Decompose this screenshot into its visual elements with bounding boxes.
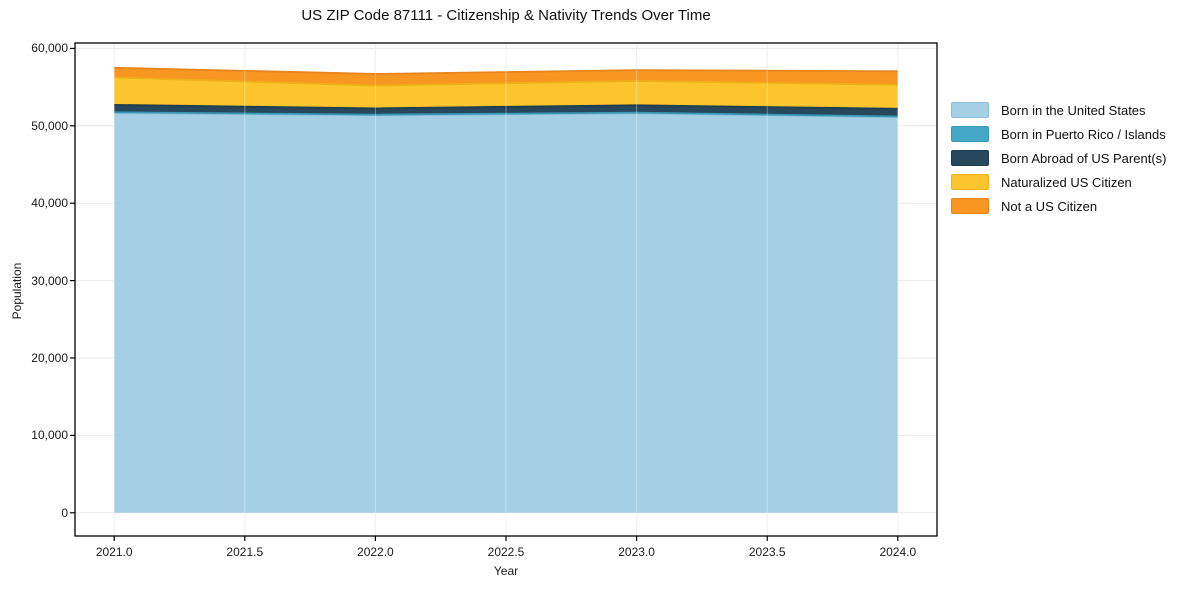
- legend-item-label: Born Abroad of US Parent(s): [1001, 150, 1167, 166]
- y-tick-label: 20,000: [31, 350, 68, 365]
- legend: Born in the United States Born in Puerto …: [951, 102, 1167, 223]
- area-edge-line: [114, 76, 898, 87]
- x-axis-title: Year: [493, 564, 519, 578]
- x-tick-label: 2024.0: [879, 545, 917, 559]
- x-tick-label: 2023.5: [748, 545, 786, 559]
- y-tick-label: 10,000: [31, 428, 68, 443]
- x-tick-label: 2021.5: [226, 545, 264, 559]
- x-tick-label: 2023.0: [618, 545, 655, 559]
- legend-item: Naturalized US Citizen: [951, 174, 1166, 190]
- y-axis-title: Population: [10, 262, 24, 320]
- legend-item-label: Not a US Citizen: [1001, 198, 1098, 214]
- legend-item: Born in Puerto Rico / Islands: [951, 126, 1166, 142]
- legend-item-label: Born in the United States: [1001, 102, 1146, 118]
- x-tick-label: 2022.5: [487, 545, 525, 559]
- x-tick-label: 2021.0: [95, 545, 133, 559]
- area-edge-line: [114, 111, 898, 118]
- y-tick-label: 50,000: [31, 118, 68, 133]
- x-tick-label: 2022.0: [357, 545, 394, 559]
- legend-item: Born in the United States: [951, 102, 1166, 118]
- legend-item-label: Born in Puerto Rico / Islands: [1001, 126, 1166, 142]
- legend-swatch-icon: [951, 150, 989, 166]
- y-tick-label: 30,000: [31, 273, 68, 288]
- area-edge-line: [114, 66, 898, 75]
- y-tick-label: 40,000: [31, 196, 68, 211]
- area-band: [114, 113, 898, 513]
- area-edge-line: [114, 104, 898, 110]
- y-tick-label: 0: [61, 505, 68, 520]
- legend-swatch-icon: [951, 126, 989, 142]
- legend-item-label: Naturalized US Citizen: [1001, 174, 1132, 190]
- legend-item: Not a US Citizen: [951, 198, 1166, 214]
- legend-swatch-icon: [951, 198, 989, 214]
- chart-title: US ZIP Code 87111 - Citizenship & Nativi…: [301, 7, 711, 24]
- area-band: [114, 77, 898, 109]
- legend-swatch-icon: [951, 174, 989, 190]
- legend-item: Born Abroad of US Parent(s): [951, 150, 1167, 166]
- legend-swatch-icon: [951, 102, 989, 118]
- y-tick-label: 60,000: [31, 41, 68, 56]
